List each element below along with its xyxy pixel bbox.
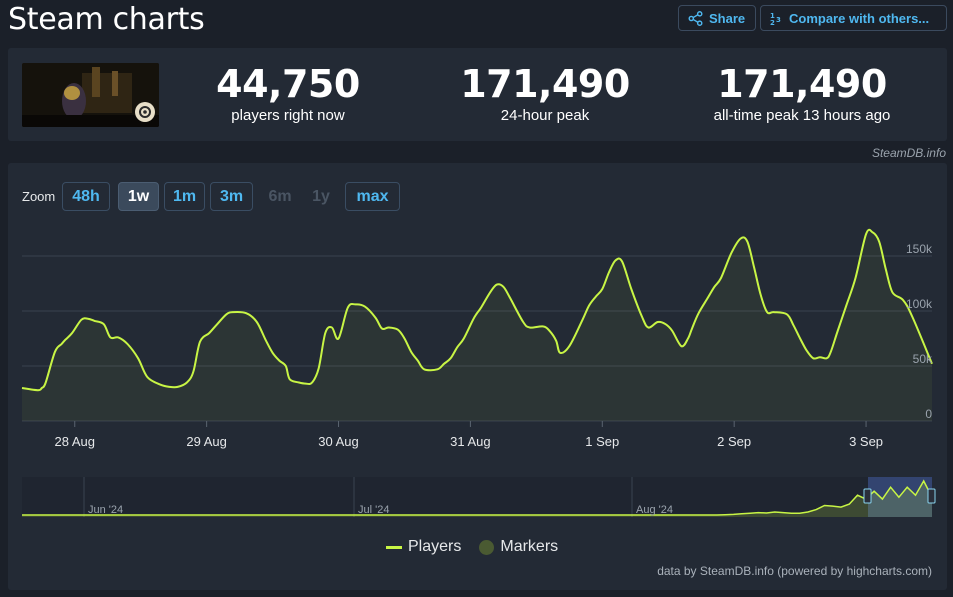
zoom-1y-button: 1y [312, 187, 330, 205]
legend-players[interactable]: Players [386, 538, 461, 556]
stat-current: 44,750 players right now [178, 64, 398, 124]
x-tick-label: 1 Sep [585, 434, 619, 449]
x-tick-label: 3 Sep [849, 434, 883, 449]
steamdb-credit[interactable]: SteamDB.info [871, 146, 946, 160]
share-button[interactable]: Share [678, 5, 756, 31]
share-icon [688, 10, 703, 26]
stat-current-label: players right now [231, 107, 345, 124]
navigator-left-handle[interactable] [863, 488, 872, 504]
players-series-line [21, 228, 933, 392]
legend-markers-swatch [479, 539, 495, 555]
stat-24h-peak-label: 24-hour peak [500, 107, 590, 124]
y-tick-label: 100k [906, 297, 933, 311]
stats-panel: 44,750 players right now 171,490 24-hour… [8, 48, 947, 141]
zoom-label: Zoom [22, 189, 56, 204]
svg-text:3: 3 [776, 16, 781, 24]
page-title: Steam charts [8, 2, 205, 37]
x-tick-label: 31 Aug [450, 434, 491, 449]
zoom-48h-button[interactable]: 48h [62, 182, 110, 211]
x-tick-label: 28 Aug [55, 434, 96, 449]
navigator-area [22, 481, 932, 517]
game-thumbnail[interactable] [22, 63, 159, 127]
navigator-label: Jul '24 [358, 504, 389, 516]
players-area [22, 229, 932, 421]
chart-panel: Zoom 48h 1w 1m 3m 6m 1y max 0 50k 100k 150k… [8, 163, 947, 590]
x-tick-label: 30 Aug [318, 434, 359, 449]
navigator[interactable]: Jun '24 Jul '24 Aug '24 [22, 477, 936, 517]
x-tick-label: 29 Aug [186, 434, 227, 449]
legend-players-label: Players [408, 538, 462, 555]
y-tick-label: 0 [925, 407, 932, 421]
legend-markers[interactable]: Markers [479, 538, 558, 556]
zoom-6m-button: 6m [268, 187, 292, 205]
stat-24h-peak-value: 171,490 [460, 62, 630, 106]
zoom-max-button[interactable]: max [345, 182, 400, 211]
game-artwork-icon [22, 63, 159, 127]
y-tick-label: 50k [913, 352, 933, 366]
stat-all-time-peak: 171,490 all-time peak 13 hours ago [692, 64, 912, 124]
svg-text:2: 2 [770, 19, 775, 26]
legend-players-swatch [386, 545, 402, 549]
navigator-right-handle[interactable] [927, 488, 936, 504]
x-tick-label: 2 Sep [717, 434, 751, 449]
navigator-line [22, 479, 933, 516]
navigator-label: Jun '24 [88, 504, 123, 516]
navigator-label: Aug '24 [636, 504, 673, 516]
svg-text:1: 1 [770, 12, 775, 20]
share-label: Share [709, 10, 746, 26]
zoom-1m-button[interactable]: 1m [164, 182, 205, 211]
legend-markers-label: Markers [500, 538, 559, 555]
zoom-1w-button[interactable]: 1w [118, 182, 159, 211]
y-tick-label: 150k [906, 242, 933, 256]
players-chart[interactable]: 0 50k 100k 150k 28 Aug 29 Aug 30 Aug 31 Aug 1 S… [8, 163, 947, 533]
stat-current-value: 44,750 [216, 62, 360, 106]
stat-24h-peak: 171,490 24-hour peak [435, 64, 655, 124]
zoom-3m-button[interactable]: 3m [210, 182, 253, 211]
stat-all-time-peak-value: 171,490 [717, 62, 887, 106]
stat-all-time-peak-label: all-time peak 13 hours ago [713, 107, 891, 124]
highcharts-credit[interactable]: data by SteamDB.info (powered by highcha… [657, 564, 932, 578]
chart-legend: Players Markers [386, 538, 558, 556]
compare-label: Compare with others... [789, 10, 930, 26]
